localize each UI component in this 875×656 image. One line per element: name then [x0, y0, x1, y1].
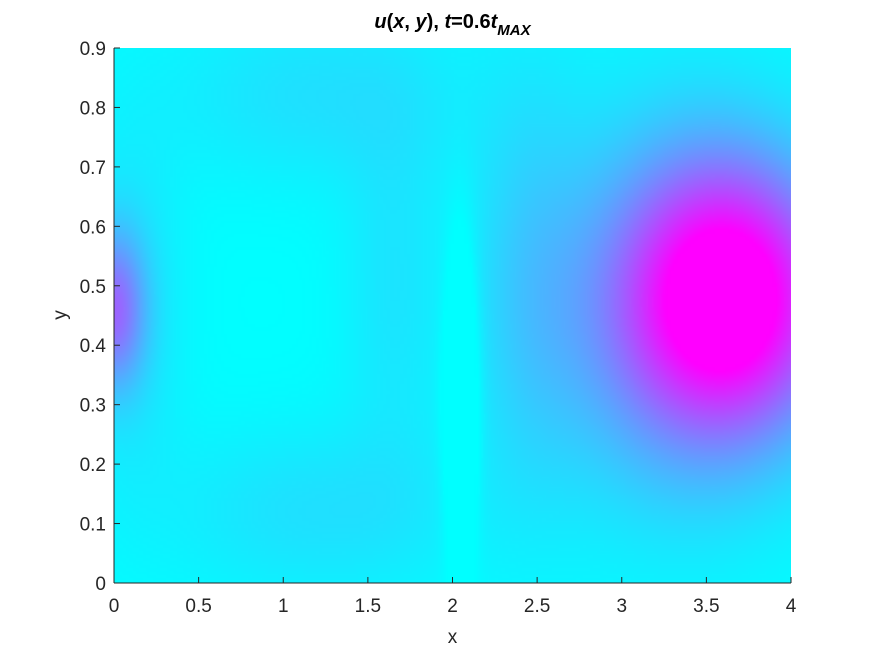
title-part: ),	[427, 11, 445, 33]
title-subscript: MAX	[497, 22, 531, 39]
plot-area	[114, 48, 791, 583]
title-part: t	[444, 11, 452, 33]
title-part: t	[491, 11, 499, 33]
x-tick-label: 1.5	[355, 596, 381, 617]
title-part: x	[392, 11, 405, 33]
x-tick-label: 4	[786, 596, 797, 617]
title-part: ,	[404, 11, 415, 33]
title-part: y	[415, 11, 428, 33]
x-axis-label: x	[448, 627, 458, 648]
x-tick-label: 2.5	[524, 596, 550, 617]
heatmap-image	[114, 48, 791, 583]
y-tick-label: 0.7	[80, 158, 106, 179]
y-tick-label: 0.9	[80, 39, 106, 60]
y-tick-label: 0.4	[80, 336, 107, 357]
x-ticks: 0 0.5 1 1.5 2 2.5 3 3.5 4	[109, 577, 797, 617]
x-tick-label: 0.5	[185, 596, 211, 617]
y-ticks: 0 0.1 0.2 0.3 0.4 0.5 0.6 0.7 0.8 0.9	[80, 39, 120, 595]
y-tick-label: 0	[95, 574, 106, 595]
y-tick-label: 0.5	[80, 277, 106, 298]
y-tick-label: 0.1	[80, 515, 106, 536]
title-part: u	[374, 11, 386, 33]
x-tick-label: 2	[447, 596, 458, 617]
x-tick-label: 3.5	[693, 596, 719, 617]
y-tick-label: 0.2	[80, 455, 106, 476]
y-tick-label: 0.8	[80, 98, 106, 119]
x-tick-label: 0	[109, 596, 120, 617]
y-tick-label: 0.6	[80, 217, 106, 238]
chart-title: u(x, y), t=0.6tMAX	[374, 11, 531, 39]
y-tick-label: 0.3	[80, 396, 106, 417]
title-part: =0.6	[451, 11, 490, 33]
y-axis-label: y	[50, 310, 71, 320]
x-tick-label: 3	[616, 596, 627, 617]
x-tick-label: 1	[278, 596, 289, 617]
title-part: (	[387, 11, 394, 33]
